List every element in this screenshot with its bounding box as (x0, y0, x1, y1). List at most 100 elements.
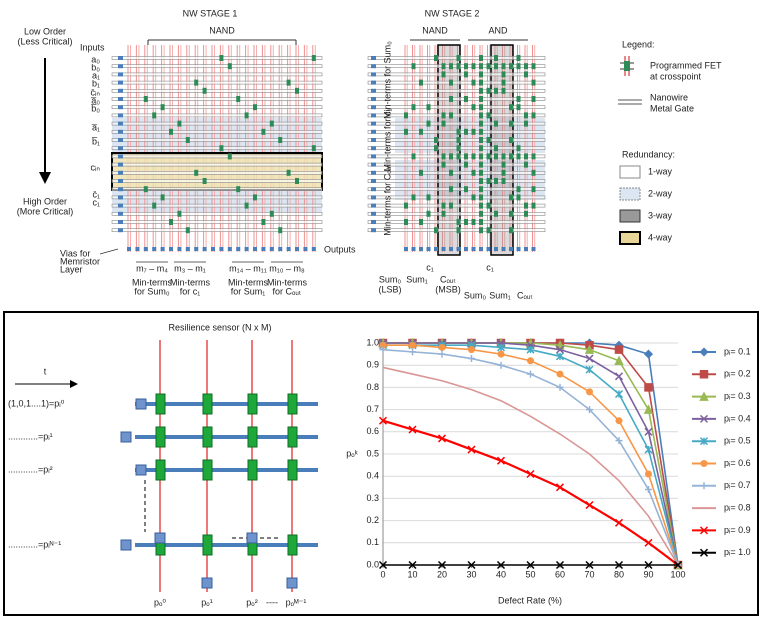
row-label: ............=pᵢ² (8, 464, 53, 474)
nanowire-h (367, 121, 546, 126)
via (371, 203, 376, 208)
y-tick-label: 0.1 (366, 537, 379, 547)
legend-text: Programmed FET (650, 60, 722, 70)
legend-label: pᵢ= 0.7 (724, 480, 751, 490)
sensor-fet (202, 393, 213, 415)
output-via (464, 247, 468, 251)
fet (524, 153, 528, 160)
fet (456, 145, 461, 152)
point (408, 425, 417, 434)
output-note: (LSB) (378, 284, 401, 294)
fet (160, 104, 165, 111)
x-tick-label: 70 (584, 569, 594, 579)
minterm-group: Min-terms (132, 277, 172, 287)
fet (486, 227, 491, 234)
nanowire-h (111, 162, 323, 167)
fet (456, 128, 461, 135)
nanowire-h (111, 195, 323, 200)
fet (194, 169, 199, 176)
point (556, 370, 564, 378)
low-order: Low Order (24, 26, 66, 36)
output-via (486, 247, 491, 251)
fet (464, 63, 468, 70)
fet (456, 63, 461, 70)
point (497, 361, 505, 369)
legend-label: pᵢ= 1.0 (724, 547, 751, 557)
output-via (202, 247, 207, 251)
point (645, 486, 652, 494)
fet (411, 194, 416, 201)
output-via (501, 247, 506, 251)
fet (509, 104, 513, 111)
via (118, 146, 123, 151)
sensor-fet (247, 459, 258, 481)
y-tick-label: 0.7 (366, 404, 379, 414)
nanowire-h (367, 113, 546, 118)
fet (516, 145, 521, 152)
via (371, 220, 376, 224)
output-label: Sum₁ (406, 274, 428, 284)
via (118, 72, 123, 77)
output-via (303, 247, 308, 251)
series-line (382, 366, 679, 566)
row-label: ............=pᵢ¹ (8, 431, 53, 441)
via (371, 113, 376, 118)
fet (177, 210, 182, 217)
fet (531, 63, 536, 70)
fet (449, 186, 453, 193)
fet (311, 55, 316, 61)
row-label: cᵢₙ (90, 162, 100, 172)
via (118, 64, 123, 69)
fet (419, 169, 423, 176)
legend-swatch (619, 209, 641, 223)
output-label: Cₒᵤₜ (517, 290, 533, 300)
point (643, 404, 654, 414)
nanowire-h (111, 105, 323, 109)
output-via (169, 247, 173, 251)
output-via (471, 247, 476, 251)
fet (236, 96, 241, 102)
via (371, 170, 376, 175)
side-label: Min-terms for Sum₀ (382, 41, 392, 119)
fet (244, 202, 249, 209)
minterm-range: m₁₄ – m₁₁ (229, 263, 267, 273)
fet (261, 128, 266, 135)
point (699, 370, 709, 379)
fet (479, 227, 483, 234)
point (467, 560, 476, 570)
x-axis-label: Defect Rate (%) (498, 595, 562, 605)
fet (426, 194, 431, 201)
legend-label: pᵢ= 0.6 (724, 458, 751, 468)
fet (219, 145, 224, 152)
minterm-group: Min-terms (170, 277, 210, 287)
sensor-fet (287, 426, 298, 448)
legend-icon (624, 61, 630, 71)
stage-title: NW STAGE 1 (183, 8, 238, 18)
point (644, 538, 653, 547)
fet (152, 112, 157, 119)
fet (441, 112, 446, 119)
minterm-group: Min-terms (228, 277, 268, 287)
via (371, 97, 376, 101)
output-label: pₒ² (246, 597, 257, 607)
fet (531, 96, 536, 102)
legend-label: pᵢ= 0.2 (724, 369, 751, 379)
point (700, 460, 708, 467)
fet (185, 137, 190, 143)
point (379, 346, 387, 354)
fet (404, 219, 408, 225)
row-label: a̅₁ (91, 122, 100, 132)
via (371, 80, 376, 85)
y-tick-label: 0.4 (366, 471, 379, 481)
fet (419, 219, 423, 225)
sensor-fet (155, 426, 166, 448)
point (644, 560, 653, 570)
fet (516, 63, 521, 70)
fet (194, 79, 199, 86)
fet (531, 153, 536, 160)
via (118, 162, 123, 167)
y-axis-label: pₒᵏ (346, 448, 358, 458)
arrow-head (70, 380, 78, 388)
fet (449, 63, 453, 70)
via (118, 113, 123, 118)
